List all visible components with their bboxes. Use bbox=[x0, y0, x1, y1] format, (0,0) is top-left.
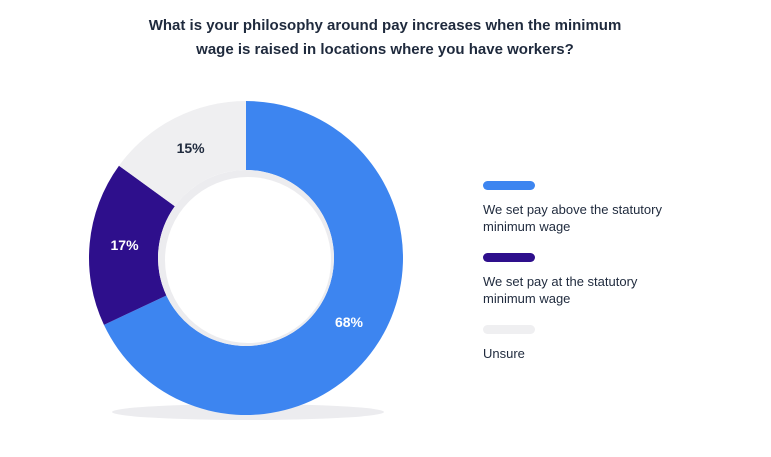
donut-slice bbox=[103, 101, 404, 415]
legend-swatch bbox=[483, 325, 535, 334]
donut-slice bbox=[118, 101, 246, 207]
legend-item: We set pay at the statutory minimum wage bbox=[483, 253, 693, 307]
data-label: 68% bbox=[335, 314, 364, 330]
legend-swatch bbox=[483, 181, 535, 190]
legend-label: We set pay at the statutory minimum wage bbox=[483, 274, 638, 306]
legend-item: We set pay above the statutory minimum w… bbox=[483, 181, 693, 235]
legend-label: We set pay above the statutory minimum w… bbox=[483, 202, 662, 234]
data-label: 15% bbox=[177, 140, 206, 156]
legend-label: Unsure bbox=[483, 346, 525, 361]
donut-slice bbox=[89, 165, 175, 325]
chart-title: What is your philosophy around pay incre… bbox=[148, 17, 622, 58]
legend-item: Unsure bbox=[483, 325, 693, 362]
hole bbox=[165, 177, 331, 343]
data-label: 17% bbox=[111, 237, 140, 253]
legend-swatch bbox=[483, 253, 535, 262]
